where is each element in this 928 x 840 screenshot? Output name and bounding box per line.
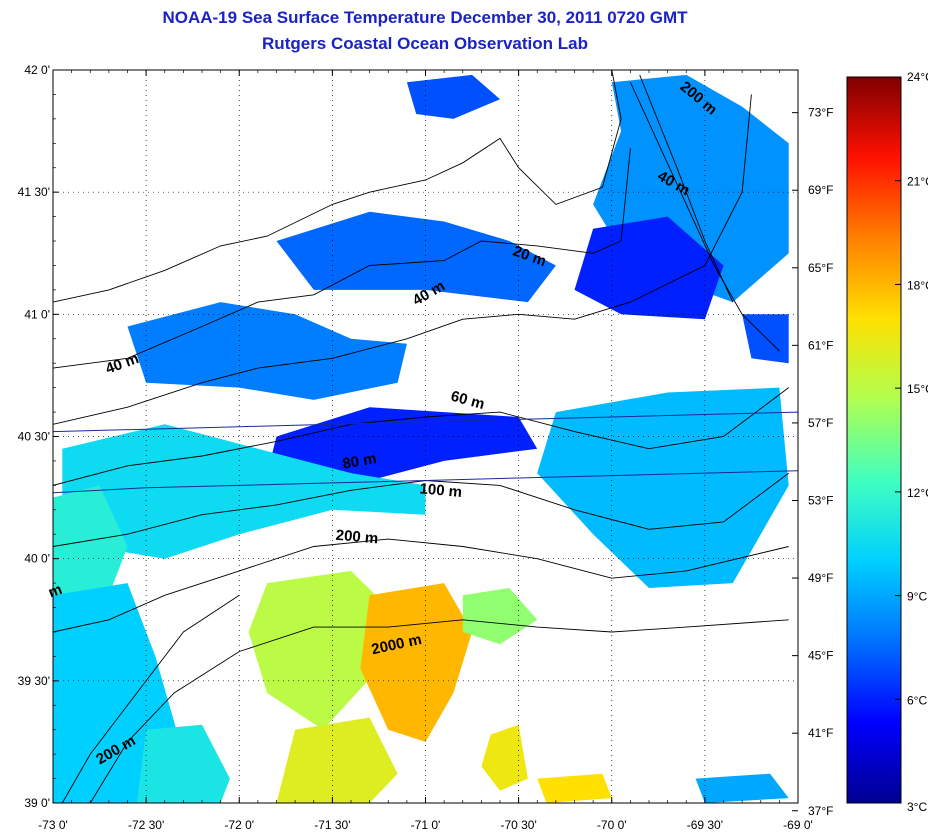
- bathymetry-contour: [629, 82, 780, 352]
- contour-label: 100 m: [419, 480, 463, 501]
- sst-patches: [53, 74, 789, 803]
- lat-tick-label: 42 0': [24, 63, 50, 77]
- lat-tick-label: 39 30': [18, 674, 50, 688]
- lat-tick-label: 40 30': [18, 430, 50, 444]
- map-title: NOAA-19 Sea Surface Temperature December…: [162, 8, 688, 27]
- colorbar: 24°C 21°C 18°C 15°C 12°C 9°C 6°C 3°C: [846, 70, 928, 814]
- fahrenheit-tick-label: 57°F: [808, 416, 833, 430]
- fahrenheit-tick-label: 61°F: [808, 338, 833, 352]
- lon-tick-label: -70 0': [597, 818, 627, 832]
- sst-patch: [481, 724, 528, 791]
- axis-ticks: -73 0' -72 30' -72 0' -71 30' -71 0' -70 30' -…: [18, 63, 834, 832]
- lon-tick-label: -72 0': [224, 818, 254, 832]
- lon-tick-label: -71 30': [314, 818, 350, 832]
- sst-patch: [742, 314, 789, 364]
- colorbar-label: 6°C: [907, 693, 927, 707]
- lat-tick-label: 41 0': [24, 307, 50, 321]
- lon-tick-label: -73 0': [38, 818, 68, 832]
- fahrenheit-tick-label: 73°F: [808, 106, 833, 120]
- bathymetry-contour: [53, 387, 789, 486]
- lat-tick-label: 41 30': [18, 185, 50, 199]
- lon-tick-label: -70 30': [500, 818, 536, 832]
- sst-patch: [462, 588, 538, 645]
- lon-tick-label: -71 0': [411, 818, 441, 832]
- colorbar-label: 3°C: [907, 800, 927, 814]
- sst-patch: [537, 773, 612, 803]
- sst-patch: [62, 424, 426, 559]
- fahrenheit-tick-label: 37°F: [808, 804, 833, 818]
- bathymetry-contour: [53, 148, 631, 369]
- map-subtitle: Rutgers Coastal Ocean Observation Lab: [262, 34, 588, 53]
- bathymetry-contour: [61, 594, 240, 803]
- sst-patch: [127, 302, 407, 400]
- colorbar-label: 18°C: [907, 278, 928, 292]
- contour-label: 40 m: [103, 350, 141, 378]
- lon-tick-label: -72 30': [128, 818, 164, 832]
- lon-tick-label: -69 30': [687, 818, 723, 832]
- fahrenheit-tick-label: 45°F: [808, 649, 833, 663]
- sst-patch: [267, 407, 538, 486]
- bathymetry-contour: [53, 538, 789, 633]
- lat-lon-grid: [53, 70, 798, 803]
- bathymetry-contour: [89, 619, 789, 803]
- colorbar-label: 21°C: [907, 175, 928, 189]
- fahrenheit-tick-label: 49°F: [808, 571, 833, 585]
- sst-patch: [53, 485, 128, 608]
- lat-tick-label: 40 0': [24, 552, 50, 566]
- lat-tick-label: 39 0': [24, 796, 50, 810]
- fahrenheit-tick-label: 41°F: [808, 726, 833, 740]
- contour-label: 80 m: [341, 450, 378, 473]
- colorbar-label: 24°C: [907, 70, 928, 84]
- sst-patch: [406, 74, 500, 119]
- colorbar-label: 9°C: [907, 590, 927, 604]
- colorbar-gradient: [846, 76, 902, 804]
- lon-tick-label: -69 0': [783, 818, 813, 832]
- fahrenheit-tick-label: 65°F: [808, 261, 833, 275]
- contour-label: m: [46, 581, 64, 602]
- sst-patch: [360, 583, 473, 742]
- fahrenheit-tick-label: 53°F: [808, 493, 833, 507]
- track-line: [53, 411, 798, 433]
- fahrenheit-tick-label: 69°F: [808, 183, 833, 197]
- colorbar-label: 12°C: [907, 486, 928, 500]
- sst-patch: [276, 717, 398, 803]
- sst-patch: [574, 216, 724, 320]
- sst-patch: [276, 211, 556, 303]
- colorbar-label: 15°C: [907, 382, 928, 396]
- sst-patch: [695, 773, 789, 803]
- sst-patch: [136, 724, 230, 803]
- contour-label: 200 m: [335, 527, 379, 548]
- contour-label: 60 m: [449, 388, 486, 413]
- sst-patch: [248, 570, 389, 730]
- bathymetry-contour: [639, 74, 734, 303]
